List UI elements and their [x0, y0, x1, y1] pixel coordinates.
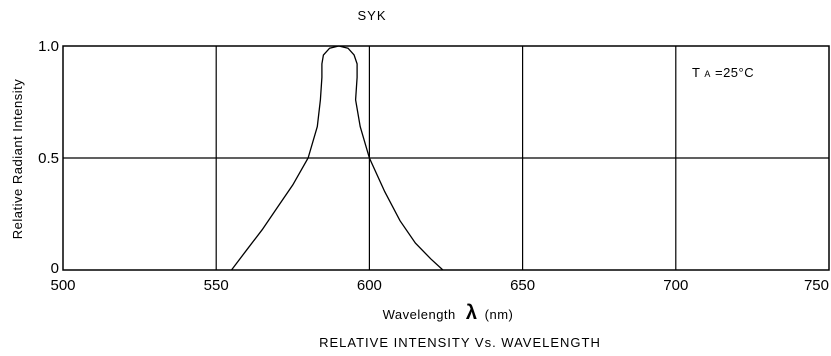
x-tick-label: 550 [204, 277, 229, 294]
x-tick-labels: 500 550 600 650 700 750 [50, 277, 829, 294]
x-tick-label: 700 [663, 277, 688, 294]
spectrum-curve [230, 45, 444, 271]
y-tick-label: 1.0 [38, 38, 59, 55]
x-axis-unit: (nm) [485, 307, 514, 322]
x-tick-label: 500 [50, 277, 75, 294]
y-tick-labels: 0 0.5 1.0 [38, 38, 59, 277]
chart-title: SYK [357, 8, 386, 23]
x-tick-label: 750 [804, 277, 829, 294]
plot-frame [62, 45, 830, 271]
chart-subtitle: RELATIVE INTENSITY Vs. WAVELENGTH [319, 335, 601, 350]
y-tick-label: 0 [51, 260, 59, 277]
grid-lines [63, 46, 829, 270]
lambda-symbol: λ [466, 302, 478, 324]
x-axis-label: Wavelength λ (nm) [383, 302, 514, 324]
temperature-annotation: T A =25°C [692, 65, 754, 80]
x-tick-label: 650 [510, 277, 535, 294]
y-axis-label: Relative Radiant Intensity [10, 79, 25, 239]
annotation-subscript: A [704, 69, 711, 79]
x-tick-label: 600 [357, 277, 382, 294]
annotation-main: T [692, 65, 700, 80]
x-axis-label-text: Wavelength [383, 307, 456, 322]
y-tick-label: 0.5 [38, 150, 59, 167]
annotation-rest: =25°C [715, 65, 754, 80]
